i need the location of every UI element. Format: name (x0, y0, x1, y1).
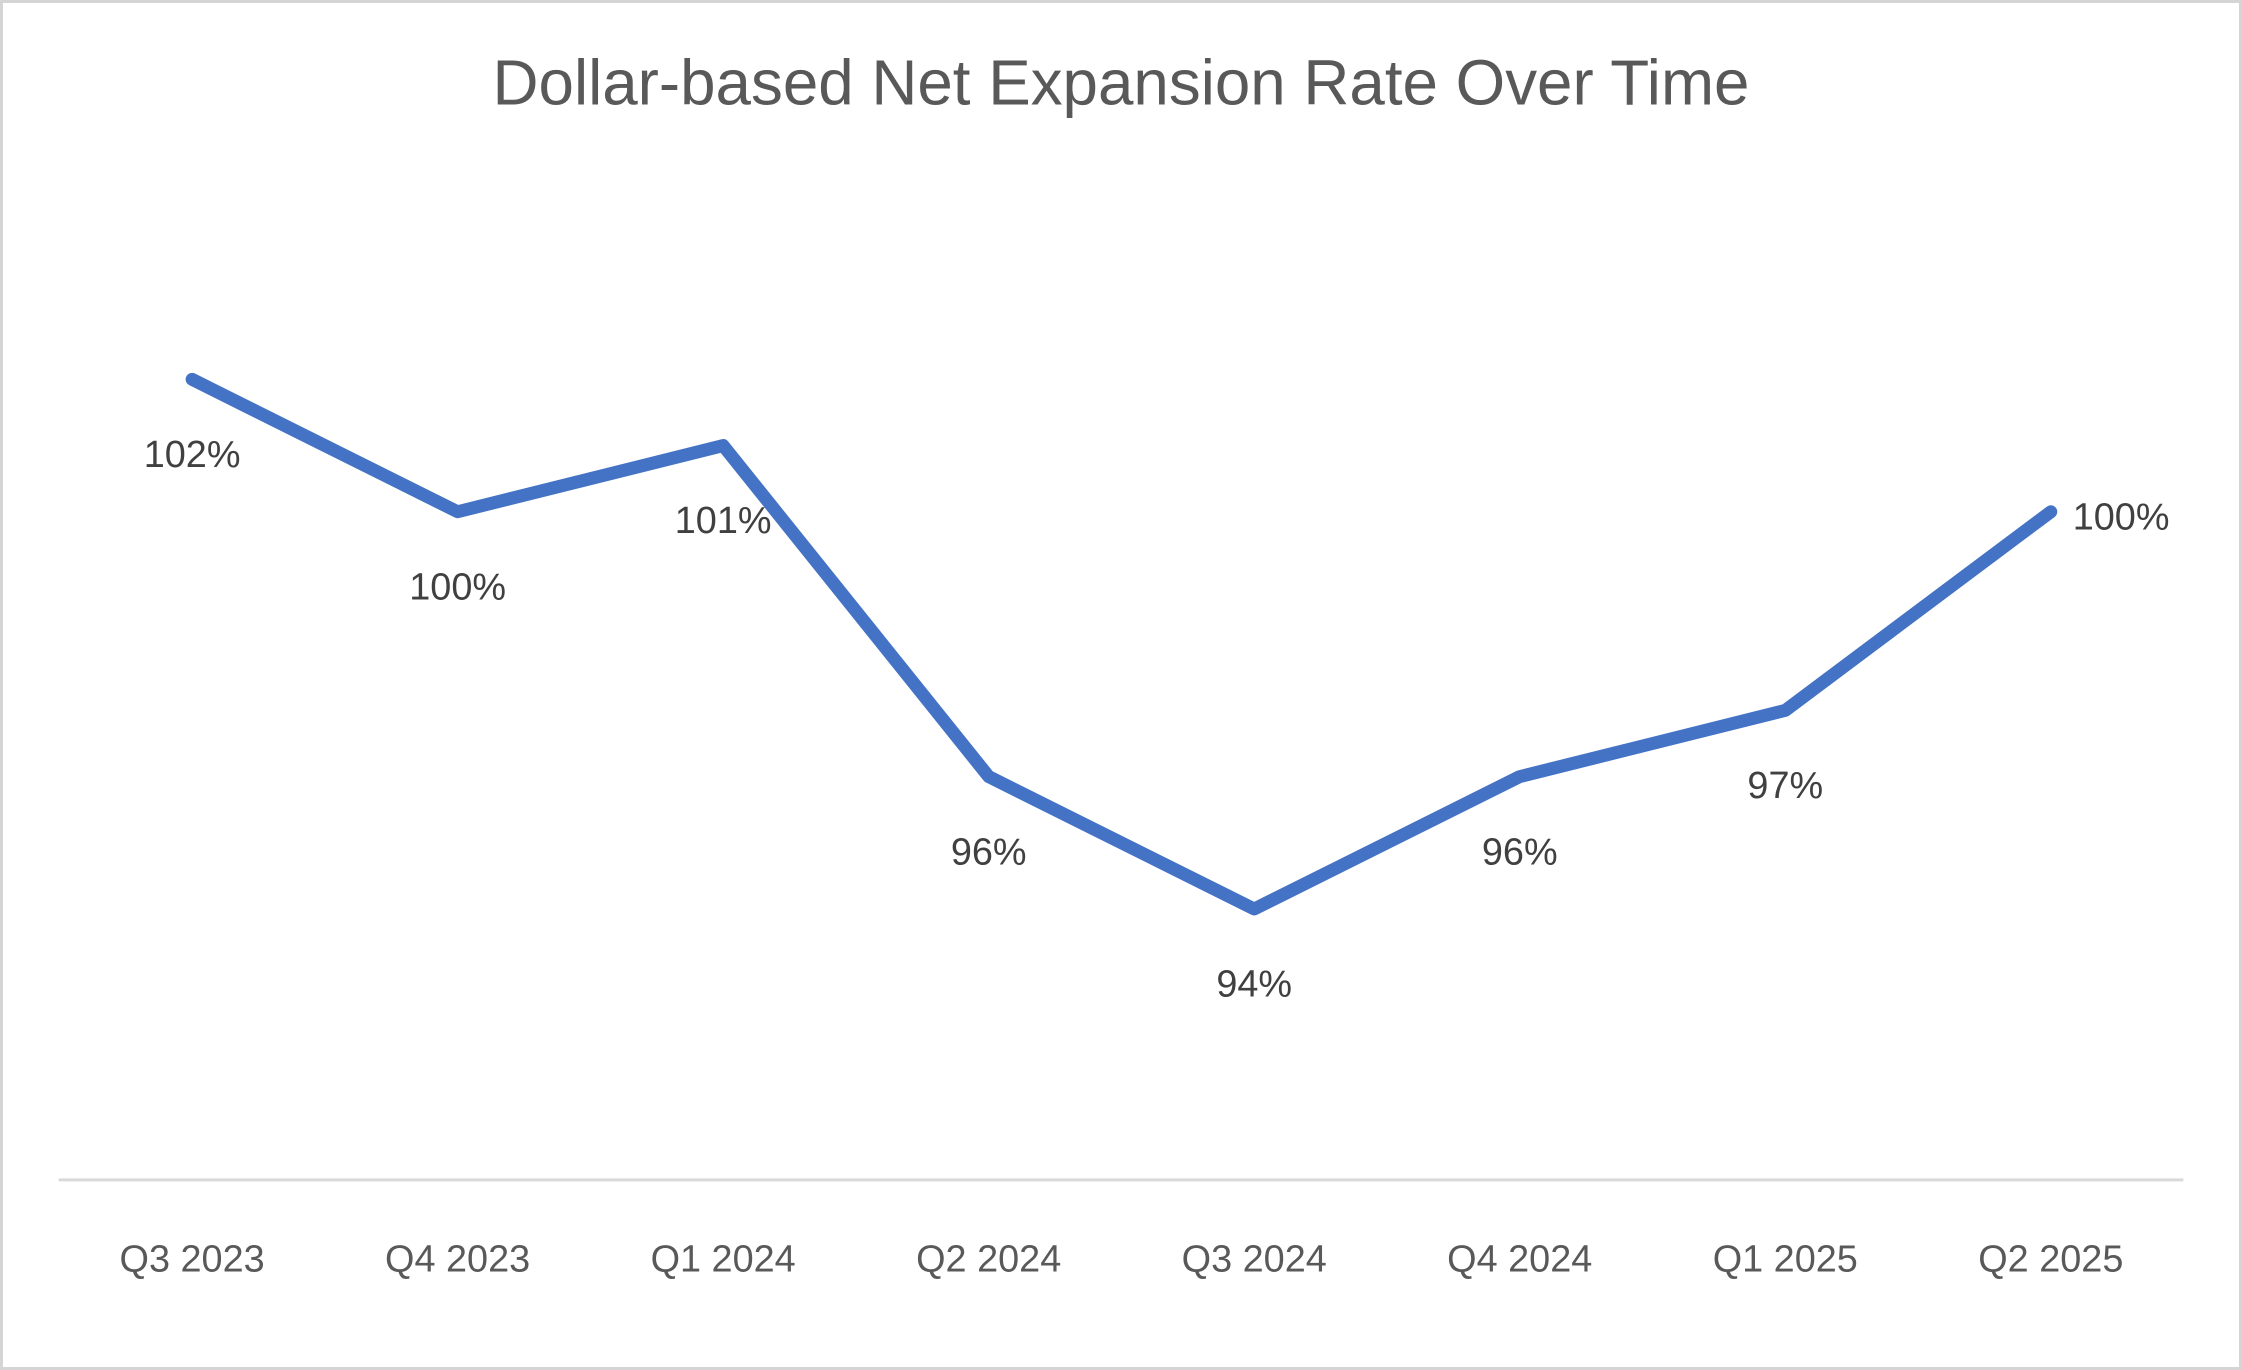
x-axis-label: Q2 2024 (916, 1238, 1061, 1280)
series-line (185, 372, 2058, 916)
x-axis-label: Q3 2024 (1182, 1238, 1327, 1280)
data-label-group: 102% 100% 101% 96% 94% 96% 97% 100% (144, 434, 2170, 1006)
data-point-label: 102% (144, 434, 241, 476)
line-chart: Dollar-based Net Expansion Rate Over Tim… (58, 47, 2184, 1280)
x-axis-label: Q4 2024 (1447, 1238, 1592, 1280)
data-point-label: 96% (951, 831, 1027, 873)
data-point-label: 100% (409, 566, 506, 608)
data-point-label: 97% (1747, 765, 1823, 807)
data-point-label: 94% (1216, 964, 1292, 1006)
x-axis-label: Q1 2024 (651, 1238, 796, 1280)
data-point-label: 101% (675, 500, 772, 542)
x-axis-label: Q1 2025 (1713, 1238, 1858, 1280)
x-axis-label: Q4 2023 (385, 1238, 530, 1280)
chart-title: Dollar-based Net Expansion Rate Over Tim… (493, 47, 1750, 119)
x-axis-label-group: Q3 2023 Q4 2023 Q1 2024 Q2 2024 Q3 2024 Q4 20… (120, 1238, 2124, 1280)
x-axis-label: Q2 2025 (1978, 1238, 2123, 1280)
series-group (185, 372, 2058, 916)
data-point-label: 96% (1482, 831, 1558, 873)
x-axis-label: Q3 2023 (120, 1238, 265, 1280)
data-point-label: 100% (2073, 497, 2170, 539)
